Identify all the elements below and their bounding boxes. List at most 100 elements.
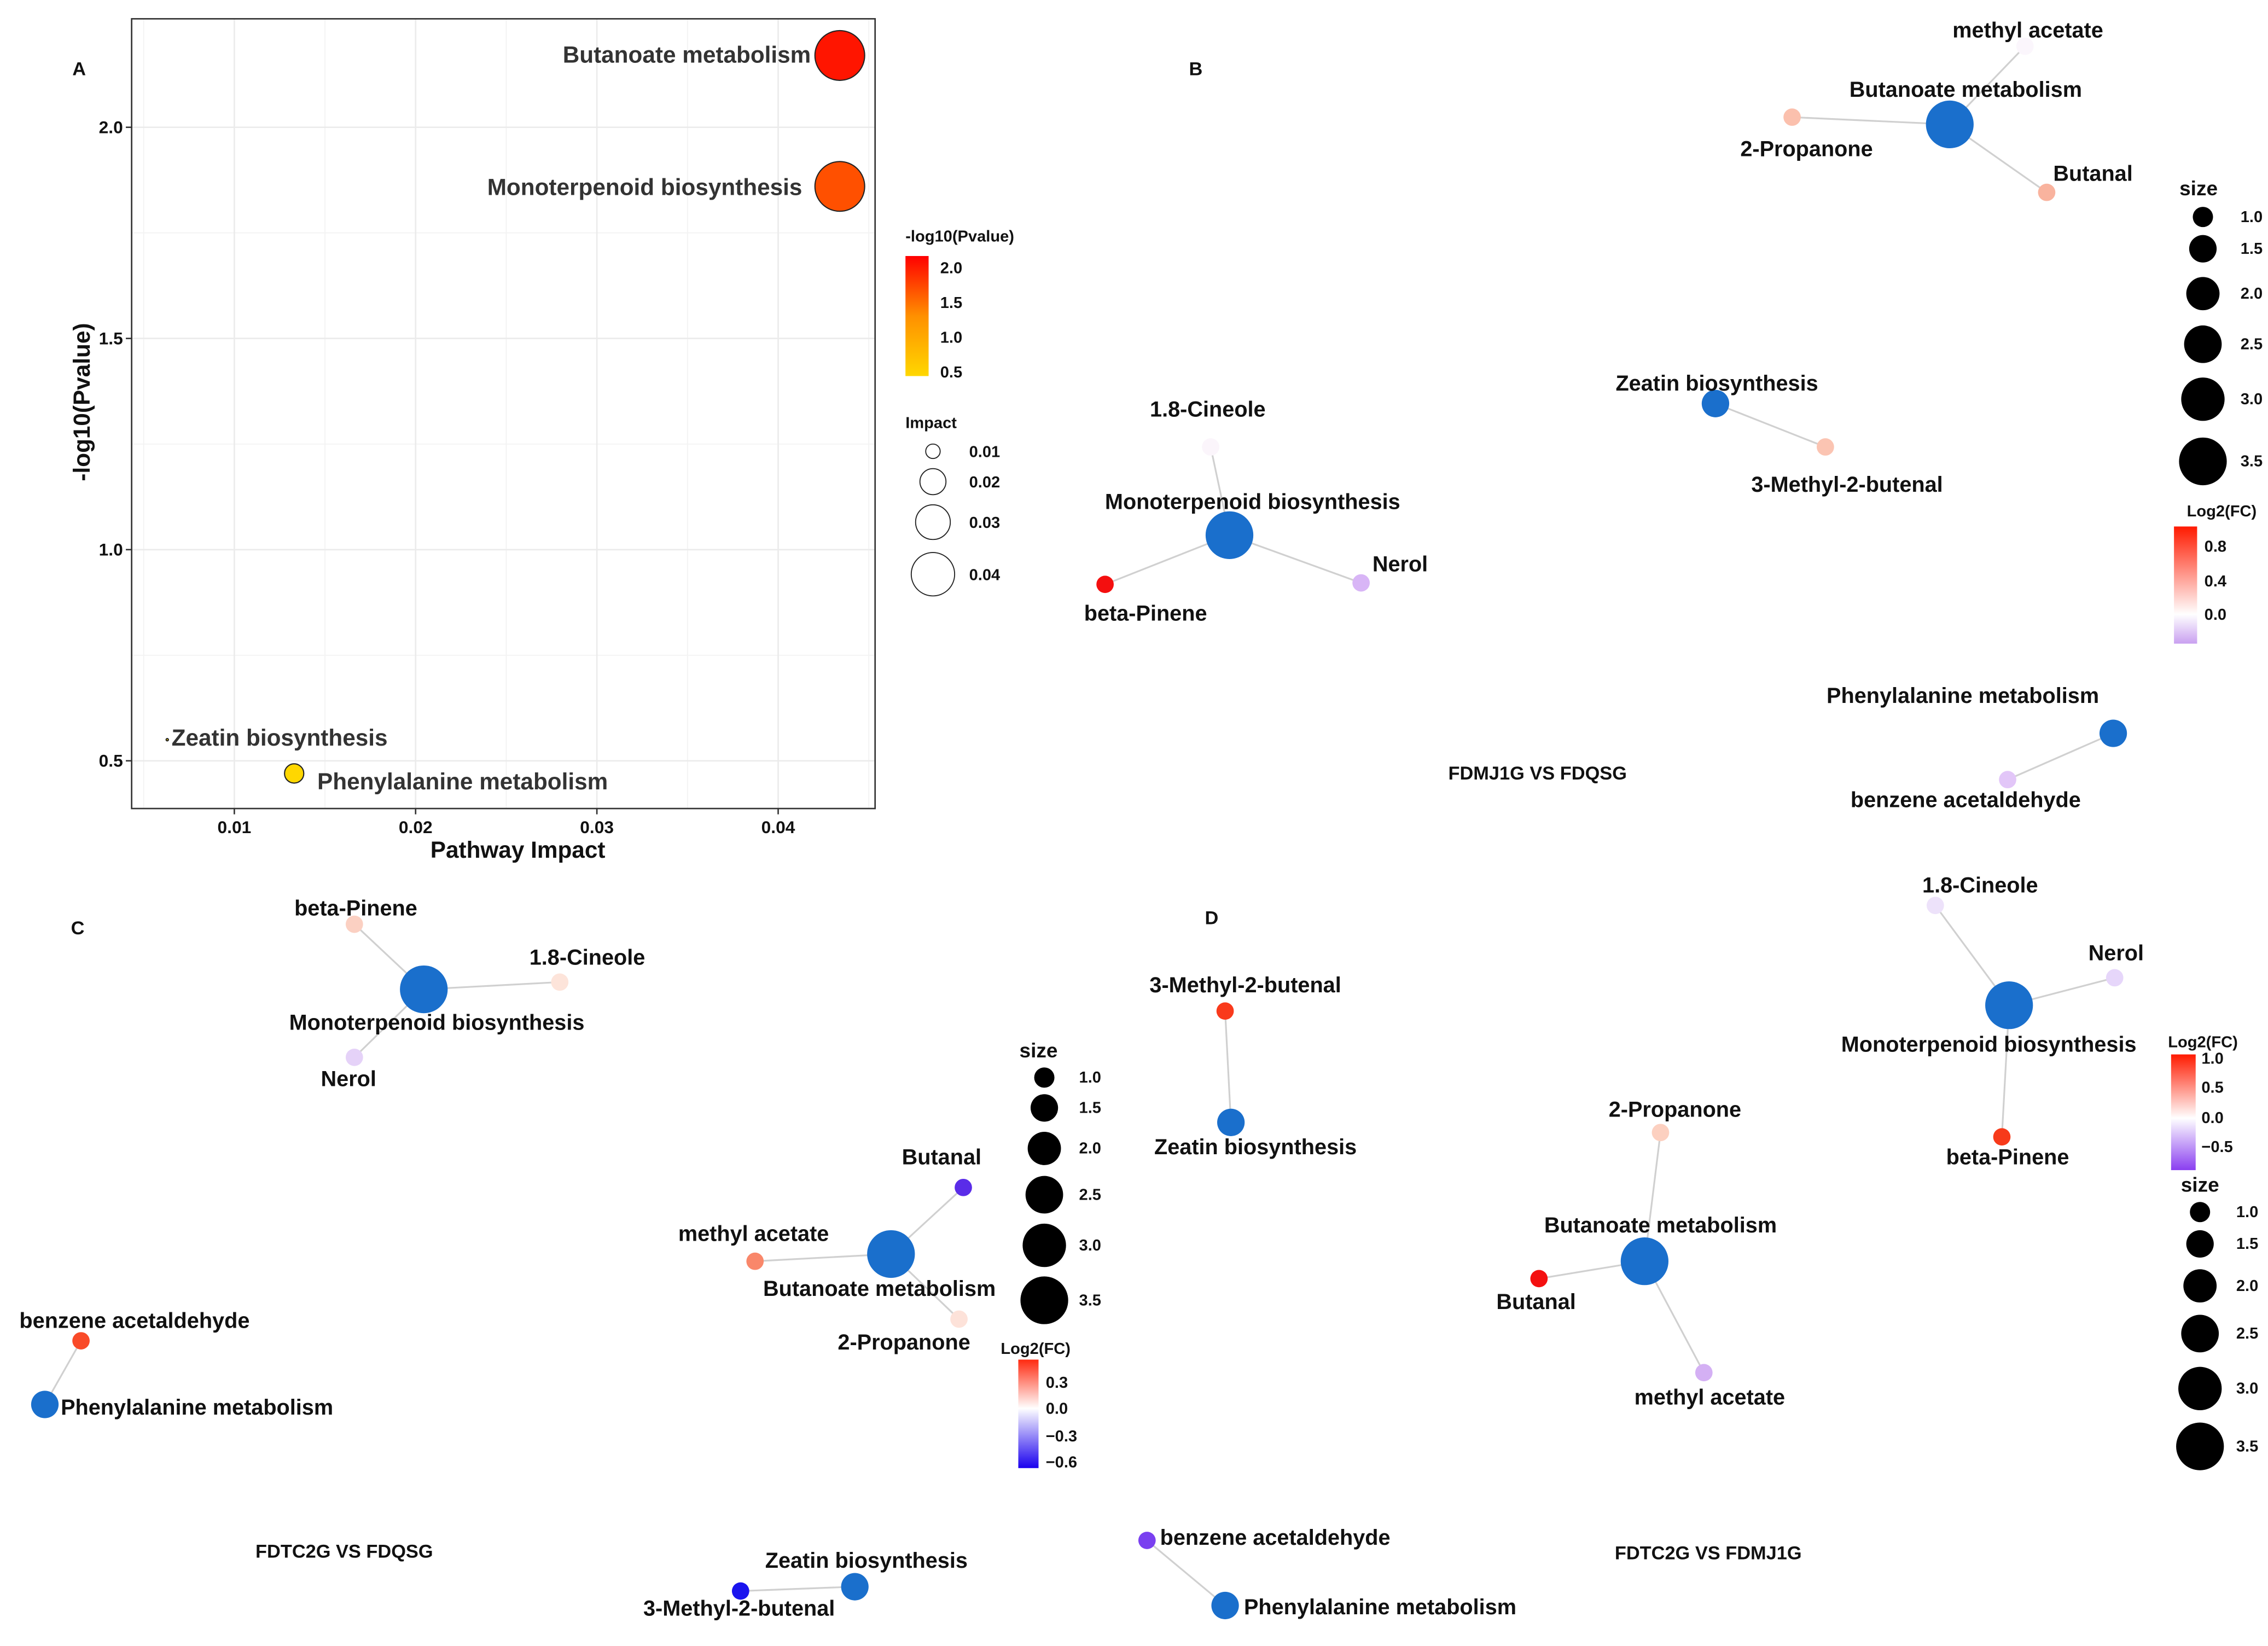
color-legend-tick: 0.5 bbox=[2201, 1079, 2223, 1097]
size-legend-label: 2.0 bbox=[1079, 1140, 1101, 1158]
color-legend-bar bbox=[1018, 1359, 1039, 1468]
node-label: Monoterpenoid biosynthesis bbox=[1841, 1032, 2137, 1056]
node-label: 1.8-Cineole bbox=[1150, 398, 1266, 422]
network-edge bbox=[1146, 1539, 1226, 1607]
node-label: benzene acetaldehyde bbox=[1851, 788, 2081, 812]
size-legend-label: 3.0 bbox=[1079, 1237, 1101, 1254]
data-point bbox=[814, 30, 865, 81]
x-axis-title: Pathway Impact bbox=[431, 837, 606, 863]
node-label: Nerol bbox=[321, 1067, 376, 1091]
node-label: beta-Pinene bbox=[294, 897, 417, 921]
metabolite-node bbox=[1202, 438, 1220, 456]
color-legend-tick: 0.8 bbox=[2205, 538, 2226, 556]
node-label: benzene acetaldehyde bbox=[19, 1308, 249, 1333]
pathway-node bbox=[1211, 1591, 1239, 1620]
y-tick-label: 2.0 bbox=[99, 117, 123, 137]
metabolite-node bbox=[1993, 1128, 2011, 1146]
x-tick-label: 0.03 bbox=[580, 817, 614, 837]
comparison-title: FDMJ1G VS FDQSG bbox=[1448, 763, 1626, 784]
node-label: Nerol bbox=[2089, 941, 2144, 966]
color-legend-tick: 0.0 bbox=[2201, 1109, 2223, 1127]
panel-label-b: B bbox=[1189, 59, 1202, 79]
point-label: Phenylalanine metabolism bbox=[317, 769, 608, 794]
panel-label-a: A bbox=[72, 59, 86, 79]
x-tick-label: 0.02 bbox=[399, 817, 433, 837]
node-label: Monoterpenoid biosynthesis bbox=[1105, 490, 1400, 514]
node-label: methyl acetate bbox=[1635, 1385, 1786, 1409]
node-label: 3-Methyl-2-butenal bbox=[643, 1596, 835, 1620]
size-legend-title: size bbox=[2181, 1173, 2219, 1196]
size-legend-label: 2.0 bbox=[2241, 285, 2263, 303]
node-label: Butanal bbox=[1496, 1290, 1575, 1314]
color-legend-title: Log2(FC) bbox=[2187, 503, 2257, 520]
size-legend-circle bbox=[2184, 325, 2222, 363]
size-legend-label: 3.5 bbox=[2236, 1438, 2258, 1455]
point-label: Butanoate metabolism bbox=[563, 42, 811, 68]
metabolite-node bbox=[345, 915, 363, 933]
size-legend-circle bbox=[2176, 1422, 2224, 1470]
metabolite-node bbox=[72, 1332, 90, 1350]
metabolite-node bbox=[1530, 1270, 1548, 1288]
comparison-title: FDTC2G VS FDMJ1G bbox=[1615, 1543, 1802, 1563]
metabolite-node bbox=[2016, 37, 2034, 55]
node-label: 3-Methyl-2-butenal bbox=[1751, 473, 1943, 497]
panel-c-network: beta-Pinene Monoterpenoid biosynthesis 1.8… bbox=[19, 897, 1101, 1621]
size-legend-label: 0.04 bbox=[969, 566, 1001, 584]
pathway-node bbox=[1701, 389, 1730, 417]
size-legend-title: Impact bbox=[905, 415, 957, 432]
panel-d-network: 3-Methyl-2-butenal Zeatin biosynthesis ben… bbox=[1138, 873, 2258, 1620]
pathway-node bbox=[841, 1573, 869, 1601]
color-legend-title: -log10(Pvalue) bbox=[905, 228, 1014, 246]
metabolite-node bbox=[950, 1310, 968, 1328]
color-legend-tick: 0.5 bbox=[940, 364, 962, 381]
node-label: methyl acetate bbox=[1952, 19, 2103, 43]
pathway-node bbox=[2099, 719, 2127, 747]
metabolite-node bbox=[955, 1178, 972, 1196]
size-legend-circle bbox=[1025, 1176, 1063, 1214]
color-legend-tick: 2.0 bbox=[940, 260, 962, 277]
data-point bbox=[814, 161, 865, 212]
node-label: Zeatin biosynthesis bbox=[1615, 371, 1818, 395]
size-legend-label: 3.5 bbox=[1079, 1292, 1101, 1309]
size-legend-circle bbox=[2181, 1315, 2219, 1353]
node-label: 2-Propanone bbox=[1609, 1097, 1741, 1121]
metabolite-node bbox=[731, 1582, 749, 1600]
size-legend-label: 1.0 bbox=[2241, 208, 2263, 226]
metabolite-node bbox=[1651, 1124, 1670, 1142]
node-label: 3-Methyl-2-butenal bbox=[1149, 973, 1341, 997]
color-legend-tick: −0.3 bbox=[1046, 1428, 1077, 1445]
size-legend-label: 0.03 bbox=[969, 514, 1001, 532]
size-legend-label: 0.02 bbox=[969, 474, 1001, 491]
color-legend-tick: 1.5 bbox=[940, 294, 962, 312]
pathway-node bbox=[31, 1391, 59, 1418]
y-tick-label: 1.0 bbox=[99, 539, 123, 559]
size-legend-circle bbox=[1022, 1223, 1066, 1267]
size-legend-circle bbox=[2186, 1230, 2214, 1258]
plot-background bbox=[131, 19, 875, 809]
color-legend-tick: 0.0 bbox=[1046, 1400, 1068, 1418]
network-edge bbox=[2007, 732, 2114, 781]
x-tick-label: 0.04 bbox=[761, 817, 795, 837]
network-edge bbox=[1224, 1011, 1232, 1122]
node-label: Zeatin biosynthesis bbox=[1154, 1135, 1357, 1159]
size-legend-label: 3.0 bbox=[2241, 391, 2263, 408]
x-tick-label: 0.01 bbox=[217, 817, 251, 837]
size-legend-circle bbox=[1020, 1276, 1068, 1324]
color-legend-tick: −0.6 bbox=[1046, 1453, 1077, 1471]
data-point bbox=[284, 763, 305, 784]
size-legend-label: 1.0 bbox=[1079, 1069, 1101, 1086]
size-legend-label: 2.5 bbox=[1079, 1186, 1101, 1203]
y-tick-label: 0.5 bbox=[99, 751, 123, 770]
color-legend-tick: 1.0 bbox=[2201, 1050, 2223, 1068]
metabolite-node bbox=[1096, 575, 1114, 594]
node-label: 1.8-Cineole bbox=[530, 946, 645, 970]
pathway-node bbox=[1205, 511, 1254, 559]
size-legend-title: size bbox=[1020, 1039, 1058, 1062]
size-legend-circle bbox=[2193, 207, 2213, 228]
size-legend-title: size bbox=[2179, 177, 2218, 200]
panel-label-c: C bbox=[71, 918, 85, 939]
color-legend-tick: 0.4 bbox=[2205, 573, 2227, 590]
size-legend-label: 0.01 bbox=[969, 444, 1001, 461]
metabolite-node bbox=[1926, 897, 1944, 915]
